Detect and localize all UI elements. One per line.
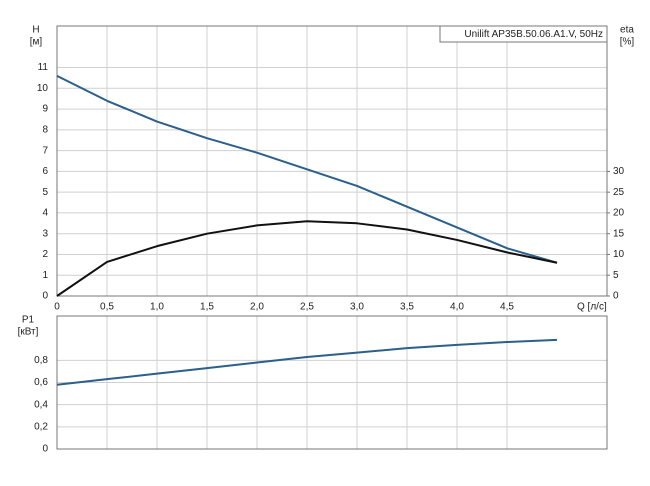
y-axis-label: P1 <box>22 315 35 326</box>
plot-frame <box>56 315 608 450</box>
y2-axis-label: [%] <box>620 37 635 48</box>
y-tick-label: 0 <box>42 291 48 302</box>
curve-eta <box>56 220 558 297</box>
x-tick-label: 0,5 <box>100 302 114 313</box>
y2-tick-label: 15 <box>613 228 625 239</box>
y-tick-label: 0,8 <box>34 355 48 366</box>
y2-tick-label: 10 <box>613 249 625 260</box>
x-axis-label: Q [л/с] <box>577 302 607 313</box>
y-tick-label: 4 <box>42 208 48 219</box>
y-tick-label: 9 <box>42 104 48 115</box>
chart-title: Unilift AP35B.50.06.A1.V, 50Hz <box>464 29 603 40</box>
y2-tick-label: 5 <box>613 270 619 281</box>
y2-tick-label: 25 <box>613 187 625 198</box>
y-axis-label: [м] <box>30 37 43 48</box>
title-box <box>439 25 608 43</box>
y-tick-label: 11 <box>38 62 49 73</box>
x-tick-label: 1,0 <box>150 302 164 313</box>
x-tick-label: 4,5 <box>500 302 514 313</box>
plot-frame <box>56 25 608 297</box>
y-tick-label: 6 <box>42 166 48 177</box>
y-tick-label: 5 <box>42 187 48 198</box>
y-axis-label: [кВт] <box>18 327 39 338</box>
curve-p1 <box>56 338 558 386</box>
y-tick-label: 1 <box>42 270 48 281</box>
y-tick-label: 3 <box>42 228 48 239</box>
x-tick-label: 2,0 <box>250 302 264 313</box>
y-tick-label: 8 <box>42 124 48 135</box>
x-tick-label: 2,5 <box>300 302 314 313</box>
x-tick-label: 4,0 <box>450 302 464 313</box>
y-tick-label: 0,6 <box>34 377 48 388</box>
y2-tick-label: 20 <box>613 208 625 219</box>
y-tick-label: 0,4 <box>34 399 48 410</box>
y-axis-label: H <box>32 25 39 36</box>
x-tick-label: 3,0 <box>350 302 364 313</box>
x-tick-label: 1,5 <box>200 302 214 313</box>
x-tick-label: 3,5 <box>400 302 414 313</box>
y-tick-label: 2 <box>42 249 48 260</box>
x-tick-label: 0 <box>54 302 60 313</box>
y-tick-label: 0 <box>42 444 48 455</box>
y-tick-label: 7 <box>42 145 48 156</box>
y2-tick-label: 0 <box>613 291 619 302</box>
y-tick-label: 10 <box>37 83 49 94</box>
y-tick-label: 0,2 <box>34 421 48 432</box>
y2-tick-label: 30 <box>613 166 625 177</box>
curve-h <box>56 74 558 264</box>
y2-axis-label: eta <box>620 25 634 36</box>
